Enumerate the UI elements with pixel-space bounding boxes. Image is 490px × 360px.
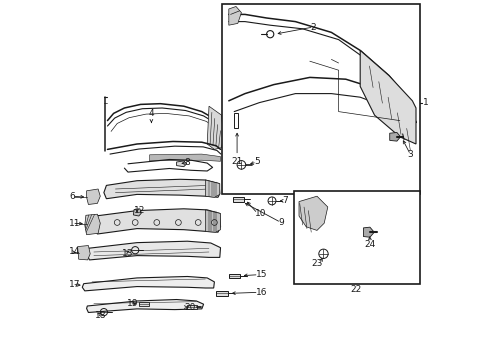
Polygon shape — [390, 132, 400, 141]
Bar — [294, 191, 419, 284]
Bar — [216, 291, 228, 296]
Text: 17: 17 — [69, 280, 81, 289]
Text: 9: 9 — [278, 218, 284, 227]
Polygon shape — [77, 246, 90, 260]
Text: 22: 22 — [350, 285, 362, 294]
Polygon shape — [87, 241, 220, 260]
Bar — [187, 305, 197, 309]
Text: 14: 14 — [69, 247, 81, 256]
Text: 3: 3 — [408, 150, 414, 159]
Polygon shape — [205, 180, 220, 197]
Text: 10: 10 — [255, 209, 266, 218]
Polygon shape — [205, 210, 221, 232]
Text: 12: 12 — [134, 206, 146, 215]
Text: 11: 11 — [69, 219, 81, 228]
Text: 20: 20 — [185, 302, 196, 311]
Text: 8: 8 — [185, 158, 190, 167]
Text: 23: 23 — [311, 259, 323, 268]
Bar — [221, 4, 419, 194]
Polygon shape — [360, 50, 416, 144]
Text: 7: 7 — [282, 197, 288, 205]
Text: 4: 4 — [148, 109, 154, 118]
Polygon shape — [104, 179, 220, 199]
Bar — [234, 113, 238, 128]
Polygon shape — [149, 154, 220, 161]
Polygon shape — [87, 189, 100, 204]
Polygon shape — [299, 196, 328, 230]
Polygon shape — [207, 106, 223, 149]
Text: 1: 1 — [422, 98, 428, 107]
Text: 24: 24 — [365, 240, 376, 248]
Bar — [139, 302, 149, 306]
Polygon shape — [229, 6, 242, 25]
Polygon shape — [87, 300, 204, 312]
Polygon shape — [176, 161, 187, 167]
Text: 21: 21 — [231, 157, 243, 166]
Polygon shape — [364, 227, 374, 237]
Text: 2: 2 — [311, 22, 316, 31]
Text: 19: 19 — [127, 299, 138, 308]
Text: 6: 6 — [69, 192, 75, 201]
Polygon shape — [85, 214, 100, 235]
Text: 13: 13 — [122, 248, 133, 258]
Bar — [229, 274, 240, 278]
Bar — [233, 197, 244, 202]
Text: 5: 5 — [254, 158, 260, 166]
Text: 15: 15 — [256, 270, 268, 279]
Polygon shape — [133, 209, 141, 216]
Text: 18: 18 — [95, 311, 106, 320]
Polygon shape — [95, 209, 220, 234]
Polygon shape — [82, 276, 215, 291]
Text: 16: 16 — [256, 288, 268, 297]
